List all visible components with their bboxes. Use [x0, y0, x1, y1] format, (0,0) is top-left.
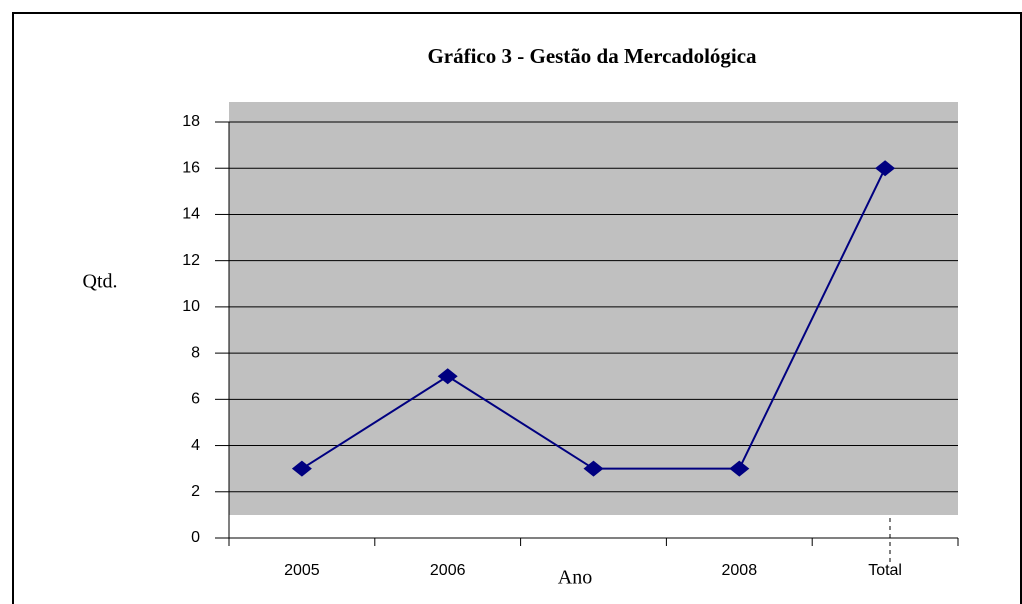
x-tick-label: 2005: [284, 562, 320, 579]
y-tick-label: 0: [191, 529, 200, 546]
y-tick-label: 10: [182, 298, 200, 315]
y-tick-label: 6: [191, 391, 200, 408]
x-tick-label: 2008: [722, 562, 758, 579]
plot-area: [229, 102, 958, 515]
y-axis-label: Qtd.: [83, 271, 118, 293]
frame: [12, 12, 1022, 604]
y-tick-label: 8: [191, 344, 200, 361]
y-tick-label: 12: [182, 252, 200, 269]
x-tick-label: Total: [868, 562, 902, 579]
y-tick-label: 2: [191, 483, 200, 500]
y-tick-label: 4: [191, 437, 200, 454]
x-axis-label: Ano: [558, 567, 592, 589]
data-point: [729, 460, 750, 477]
data-point: [583, 460, 604, 477]
data-point: [291, 460, 312, 477]
y-tick-label: 16: [182, 159, 200, 176]
y-tick-label: 18: [182, 113, 200, 130]
chart-title: Gráfico 3 - Gestão da Mercadológica: [427, 44, 757, 68]
y-tick-label: 14: [182, 206, 200, 223]
data-point: [437, 368, 458, 385]
x-tick-label: 2006: [430, 562, 466, 579]
data-point: [875, 160, 896, 177]
